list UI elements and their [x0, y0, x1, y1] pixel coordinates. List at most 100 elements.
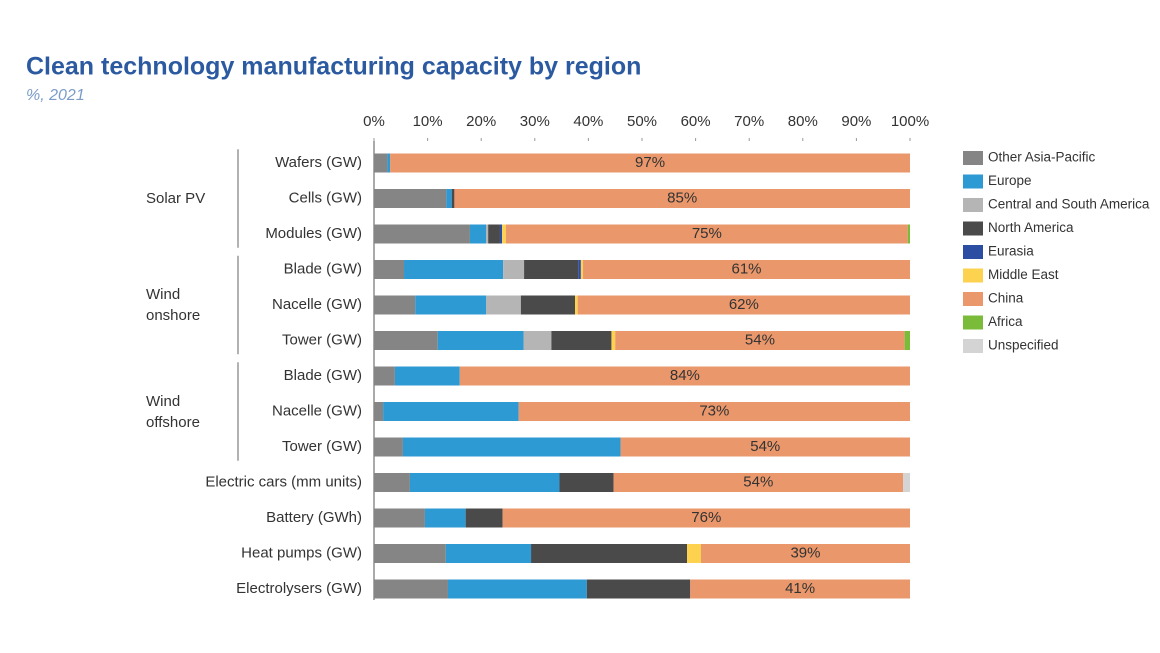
x-tick-label: 0% — [363, 113, 385, 130]
bar-segment — [451, 189, 455, 208]
data-label: 76% — [691, 509, 721, 526]
group-label: Wind offshore — [146, 392, 200, 431]
bar-segment — [454, 189, 910, 208]
bar-segment — [374, 153, 388, 173]
chart-subtitle: %, 2021 — [26, 87, 85, 104]
data-label: 41% — [785, 580, 815, 597]
bar-segment — [907, 224, 910, 244]
bar-segment — [409, 473, 560, 492]
y-tick-label: Blade (GW) — [284, 260, 362, 277]
data-label: 75% — [692, 225, 722, 242]
bar-segment — [613, 473, 904, 492]
bar-segment — [903, 473, 910, 492]
x-tick-label: 50% — [627, 113, 657, 130]
y-tick-label: Nacelle (GW) — [272, 296, 362, 313]
bar-segment — [577, 295, 910, 315]
legend-swatch — [963, 292, 983, 306]
bar-segment — [551, 331, 612, 350]
bar-segment — [437, 331, 524, 350]
x-tick-label: 60% — [681, 113, 711, 130]
y-tick-label: Tower (GW) — [282, 331, 362, 348]
data-label: 62% — [729, 296, 759, 313]
y-tick-label: Blade (GW) — [284, 367, 362, 384]
bar-segment — [559, 473, 614, 492]
bar-segment — [488, 224, 500, 244]
bar-segment — [447, 579, 587, 599]
bar-segment — [575, 295, 578, 315]
bar-segment — [505, 224, 908, 244]
bar-segment — [502, 508, 910, 528]
legend-label: Europe — [988, 173, 1032, 188]
legend-swatch — [963, 151, 983, 165]
data-label: 54% — [745, 331, 775, 348]
x-tick-label: 70% — [734, 113, 764, 130]
bar-segment — [531, 544, 688, 563]
bar-segment — [502, 224, 506, 244]
bar-segment — [580, 260, 584, 279]
bar-segment — [445, 544, 532, 563]
legend-label: Africa — [988, 314, 1023, 329]
bar-segment — [687, 544, 701, 563]
bar-segment — [586, 579, 691, 599]
x-tick-label: 100% — [891, 113, 929, 130]
bar-segment — [374, 402, 384, 421]
data-label: 54% — [743, 473, 773, 490]
bar-segment — [520, 295, 575, 315]
bar-segment — [904, 331, 910, 350]
bar-segment — [402, 437, 621, 457]
y-tick-label: Cells (GW) — [289, 189, 362, 206]
y-tick-label: Heat pumps (GW) — [241, 544, 362, 561]
bar-segment — [374, 295, 416, 315]
bar-segment — [469, 224, 487, 244]
bar-segment — [374, 579, 448, 599]
bar-segment — [415, 295, 487, 315]
bar-segment — [404, 260, 504, 279]
data-label: 54% — [750, 438, 780, 455]
bar-segment — [459, 366, 910, 386]
x-tick-label: 20% — [466, 113, 496, 130]
legend-label: Other Asia-Pacific — [988, 150, 1096, 165]
bar-segment — [374, 366, 395, 386]
y-tick-label: Tower (GW) — [282, 438, 362, 455]
y-tick-label: Modules (GW) — [265, 225, 362, 242]
data-label: 61% — [732, 260, 762, 277]
bar-segment — [503, 260, 525, 279]
legend-swatch — [963, 174, 983, 189]
bar-segment — [611, 331, 616, 350]
bar-segment — [390, 153, 911, 173]
bar-segment — [620, 437, 910, 457]
group-label: Wind onshore — [146, 286, 201, 324]
x-tick-label: 90% — [841, 113, 871, 130]
legend-swatch — [963, 245, 983, 259]
bar-segment — [465, 508, 503, 528]
legend-swatch — [963, 339, 983, 353]
bar-segment — [374, 437, 403, 457]
data-label: 85% — [667, 189, 697, 206]
bar-segment — [700, 544, 910, 563]
legend-label: Central and South America — [988, 197, 1150, 212]
bar-segment — [486, 224, 489, 244]
y-tick-label: Wafers (GW) — [275, 154, 362, 171]
bar-segment — [374, 508, 425, 528]
bar-segment — [523, 331, 552, 350]
bar-segment — [424, 508, 466, 528]
bar-segment — [446, 189, 452, 208]
bar-segment — [394, 366, 460, 386]
legend-label: Middle East — [988, 267, 1059, 282]
bar-segment — [374, 189, 447, 208]
x-tick-label: 40% — [573, 113, 603, 130]
legend-label: China — [988, 291, 1024, 306]
y-tick-label: Nacelle (GW) — [272, 402, 362, 419]
legend-label: Unspecified — [988, 338, 1059, 353]
legend-swatch — [963, 198, 983, 212]
bar-segment — [374, 473, 410, 492]
y-tick-label: Electrolysers (GW) — [236, 580, 362, 597]
legend-swatch — [963, 221, 983, 236]
bar-segment — [374, 544, 446, 563]
bar-segment — [690, 579, 910, 599]
bar-segment — [383, 402, 519, 421]
legend-label: Eurasia — [988, 244, 1034, 259]
y-tick-label: Electric cars (mm units) — [205, 473, 362, 490]
